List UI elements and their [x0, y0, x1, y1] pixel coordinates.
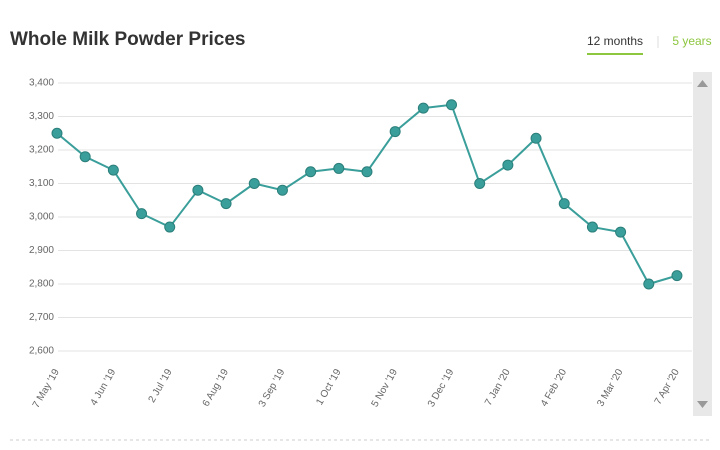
x-tick-label: 6 Aug '19 [201, 367, 231, 409]
point [417, 102, 429, 114]
point [558, 198, 570, 210]
point [586, 221, 598, 233]
point [107, 164, 119, 176]
chart-title: Whole Milk Powder Prices [10, 29, 245, 50]
point [79, 151, 91, 163]
x-tick-label: 1 Oct '19 [314, 367, 344, 407]
y-tick-label: 3,200 [29, 145, 54, 156]
x-tick-label: 7 Apr '20 [653, 367, 682, 407]
point [389, 126, 401, 138]
x-tick-label: 7 May '19 [31, 367, 62, 410]
tab[interactable]: 5 years [672, 34, 711, 48]
point [192, 184, 204, 196]
point [502, 159, 514, 171]
point [671, 270, 683, 282]
x-tick-label: 3 Dec '19 [426, 367, 457, 409]
scroll-up[interactable] [697, 80, 708, 87]
line [56, 103, 678, 286]
y-tick-label: 2,800 [29, 279, 54, 290]
point [136, 208, 148, 220]
point [615, 226, 627, 238]
tab[interactable]: 12 months [587, 34, 643, 48]
x-tick-label: 5 Nov '19 [370, 367, 401, 409]
point [474, 178, 486, 189]
x-tick-label: 4 Feb '20 [539, 367, 569, 409]
point [530, 132, 542, 144]
x-tick-label: 3 Mar '20 [595, 367, 625, 409]
x-tick-label: 7 Jan '20 [483, 367, 513, 408]
y-tick-label: 2,900 [29, 245, 54, 256]
y-tick-label: 3,400 [29, 78, 54, 89]
point [164, 221, 176, 233]
point [333, 162, 345, 174]
scroll-down[interactable] [697, 401, 708, 408]
point [248, 178, 260, 189]
y-tick-label: 2,600 [29, 346, 54, 357]
point [305, 166, 317, 178]
y-tick-label: 3,000 [29, 212, 54, 223]
y-tick-label: 3,300 [29, 111, 54, 122]
x-tick-label: 2 Jul '19 [147, 367, 175, 405]
point [643, 278, 655, 290]
point [446, 99, 458, 111]
x-tick-label: 4 Jun '19 [89, 367, 119, 408]
point [361, 166, 373, 178]
point [51, 127, 63, 139]
point [220, 198, 232, 210]
y-tick-label: 2,700 [29, 312, 54, 323]
scrollbar[interactable] [693, 72, 712, 416]
point [276, 184, 288, 196]
y-tick-label: 3,100 [29, 178, 54, 189]
x-tick-label: 3 Sep '19 [257, 367, 288, 409]
